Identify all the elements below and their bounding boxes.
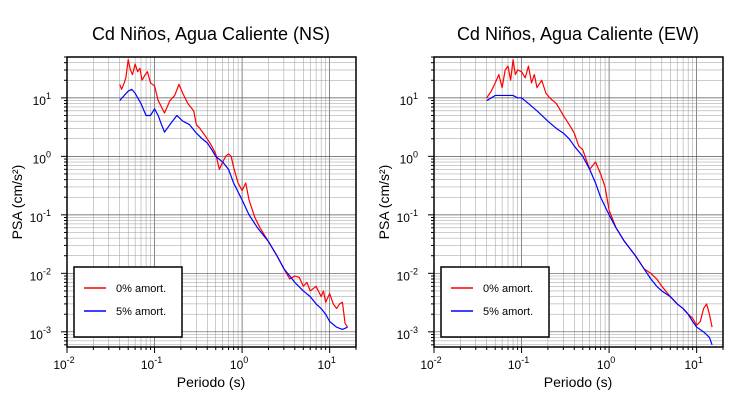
legend-label: 5% amort. [116, 306, 166, 318]
y-tick-label: 10-1 [397, 208, 418, 225]
legend: 0% amort. 5% amort. [440, 266, 550, 338]
chart-title: Cd Niños, Agua Caliente (EW) [457, 24, 699, 44]
y-tick-label: 100 [33, 149, 51, 166]
series-line [119, 88, 348, 330]
legend-box [440, 266, 550, 338]
legend: 0% amort. 5% amort. [73, 266, 183, 338]
y-tick-label: 10-3 [397, 325, 418, 342]
x-tick-label: 100 [597, 355, 615, 372]
legend-label: 0% amort. [483, 283, 533, 295]
legend-label: 0% amort. [116, 283, 166, 295]
x-tick-label: 10-1 [508, 355, 529, 372]
y-tick-label: 100 [400, 149, 418, 166]
x-tick-label: 10-1 [141, 355, 162, 372]
plot-frame [66, 56, 357, 348]
series-group [486, 59, 713, 345]
y-tick-label: 10-1 [30, 208, 51, 225]
series-group [119, 59, 349, 330]
y-axis-label: PSA (cm/s²) [9, 165, 25, 240]
x-tick-label: 101 [684, 355, 702, 372]
x-tick-label: 101 [317, 355, 335, 372]
grid [433, 56, 724, 347]
y-axis-label: PSA (cm/s²) [376, 165, 392, 240]
x-axis-label: Periodo (s) [177, 374, 245, 390]
chart-ew: Cd Niños, Agua Caliente (EW) Periodo (s)… [376, 24, 724, 390]
y-tick-label: 101 [400, 91, 418, 108]
x-axis-label: Periodo (s) [544, 374, 612, 390]
legend-label: 5% amort. [483, 306, 533, 318]
y-tick-label: 10-2 [30, 266, 51, 283]
x-tick-label: 100 [230, 355, 248, 372]
plot-frame [433, 56, 724, 348]
x-tick-label: 10-2 [53, 355, 74, 372]
y-tick-label: 101 [33, 91, 51, 108]
chart-ns: Cd Niños, Agua Caliente (NS) Periodo (s)… [9, 24, 357, 390]
chart-title: Cd Niños, Agua Caliente (NS) [92, 24, 330, 44]
y-tick-label: 10-2 [397, 266, 418, 283]
x-tick-label: 10-2 [420, 355, 441, 372]
series-line [486, 94, 713, 345]
legend-box [73, 266, 183, 338]
series-line [119, 59, 349, 328]
y-tick-label: 10-3 [30, 325, 51, 342]
